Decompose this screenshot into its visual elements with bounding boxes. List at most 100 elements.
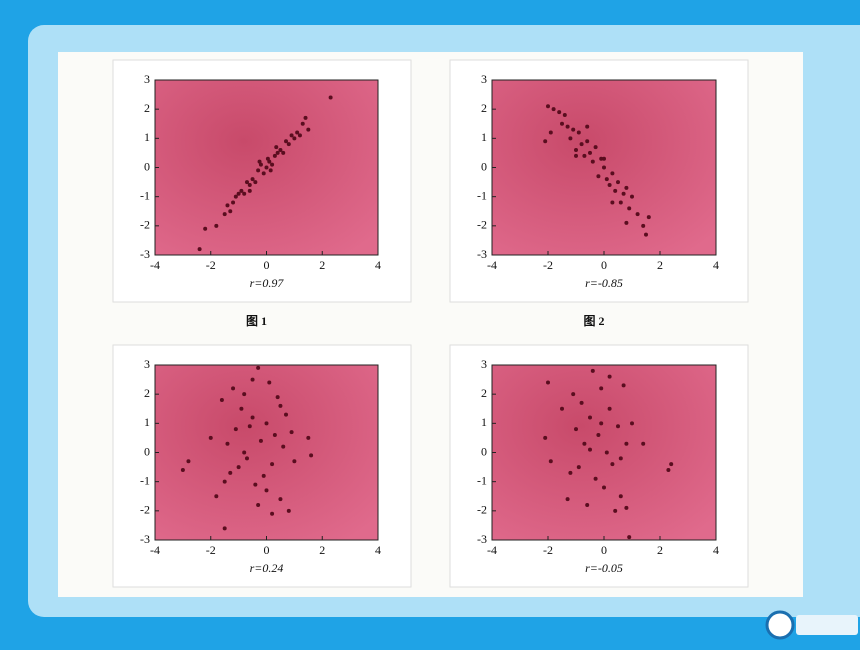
point [264, 165, 269, 170]
point [543, 435, 548, 440]
point [256, 503, 261, 507]
point [548, 130, 553, 135]
point [602, 156, 606, 161]
point [562, 113, 567, 117]
y-tick-label: -2 [140, 503, 150, 517]
point [574, 148, 578, 152]
point [610, 462, 615, 467]
point [247, 424, 252, 429]
y-tick-label: 3 [144, 357, 150, 371]
point [560, 406, 564, 411]
x-tick-label: -4 [150, 258, 160, 272]
point [197, 247, 202, 252]
point [264, 488, 269, 493]
point [588, 150, 592, 155]
point [560, 121, 564, 126]
point [268, 168, 273, 173]
y-tick-label: 2 [144, 386, 150, 400]
y-tick-label: 1 [481, 415, 487, 429]
point [244, 180, 249, 185]
point [576, 465, 581, 470]
point [267, 159, 272, 164]
point [236, 465, 241, 470]
point [214, 223, 219, 228]
point [253, 482, 258, 487]
point [565, 124, 570, 129]
x-tick-label: 0 [601, 543, 607, 557]
x-tick-label: 0 [601, 258, 607, 272]
caption: r=-0.85 [585, 276, 623, 290]
point [289, 430, 294, 435]
point [596, 174, 601, 179]
y-tick-label: -2 [477, 503, 487, 517]
x-tick-label: 4 [713, 258, 719, 272]
point [669, 462, 674, 467]
caption: r=-0.05 [585, 561, 623, 575]
point [231, 386, 236, 391]
point [270, 462, 275, 467]
point [624, 185, 629, 190]
point [582, 441, 587, 446]
point [599, 421, 604, 426]
y-tick-label: 1 [144, 130, 150, 144]
y-tick-label: -1 [477, 473, 487, 487]
point [627, 206, 632, 211]
y-tick-label: 3 [144, 72, 150, 86]
y-tick-label: 2 [481, 386, 487, 400]
point [261, 171, 266, 176]
y-tick-label: 0 [144, 159, 150, 173]
point [551, 107, 556, 112]
point [281, 150, 286, 155]
point [300, 121, 305, 126]
point [278, 497, 283, 502]
y-tick-label: 0 [481, 444, 487, 458]
point [585, 124, 590, 129]
x-tick-label: 2 [657, 543, 663, 557]
plot-area [154, 364, 379, 541]
point [208, 435, 213, 440]
point [557, 110, 562, 115]
point [297, 133, 302, 138]
point [576, 130, 581, 135]
point [284, 139, 289, 144]
x-tick-label: -2 [543, 258, 553, 272]
point [585, 139, 590, 144]
point [289, 133, 294, 138]
point [607, 183, 612, 187]
point [292, 136, 297, 141]
point [585, 503, 590, 507]
point [616, 424, 620, 429]
point [621, 191, 626, 196]
figure-label: 图 2 [583, 314, 604, 328]
y-tick-label: -2 [477, 218, 487, 232]
point [582, 153, 587, 158]
point [272, 433, 277, 437]
point [250, 377, 255, 382]
point [574, 427, 578, 432]
point [618, 200, 623, 205]
x-tick-label: 2 [657, 258, 663, 272]
x-tick-label: 2 [319, 258, 325, 272]
point [618, 494, 623, 499]
point [646, 215, 651, 220]
point [571, 127, 576, 132]
x-tick-label: -2 [206, 258, 216, 272]
y-tick-label: -2 [140, 218, 150, 232]
point [546, 104, 550, 109]
point [641, 223, 646, 228]
x-tick-label: 0 [264, 258, 270, 272]
point [630, 421, 634, 426]
point [309, 453, 314, 458]
point [258, 438, 263, 443]
point [604, 450, 609, 455]
point [306, 435, 311, 440]
point [613, 508, 618, 513]
point [571, 392, 576, 397]
point [274, 145, 279, 150]
point [641, 441, 646, 446]
point [644, 232, 648, 237]
x-tick-label: -4 [487, 543, 497, 557]
point [627, 535, 632, 540]
y-tick-label: -3 [477, 532, 487, 546]
point [624, 505, 629, 510]
